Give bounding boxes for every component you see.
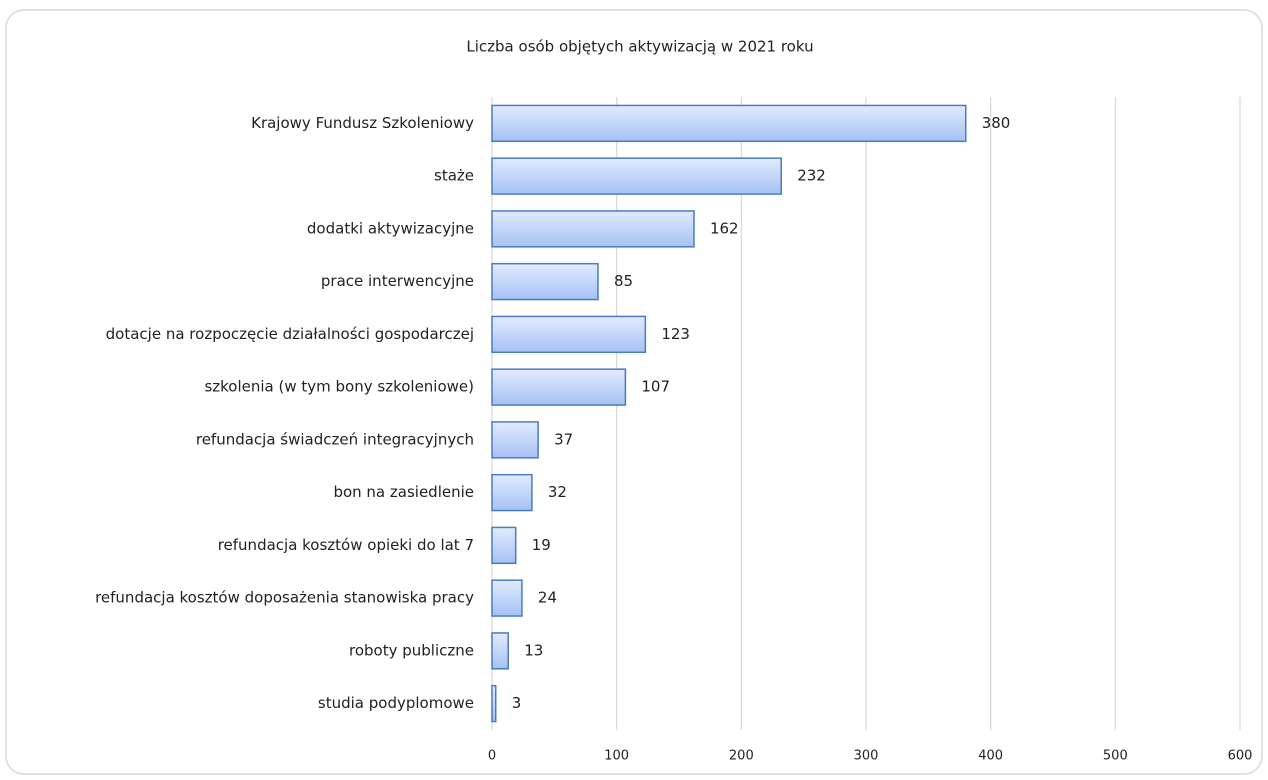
bar [491, 262, 599, 301]
y-tick-label: bon na zasiedlenie [333, 483, 474, 501]
bar [491, 157, 782, 195]
bar [491, 579, 523, 617]
x-tick-label: 300 [854, 749, 879, 764]
value-label: 32 [548, 483, 567, 501]
value-label: 3 [512, 694, 522, 712]
y-tick-label: Krajowy Fundusz Szkoleniowy [251, 114, 474, 132]
chart-frame [5, 9, 1263, 775]
value-label: 37 [554, 430, 573, 448]
chart-title: Liczba osób objętych aktywizacją w 2021 … [466, 38, 813, 56]
x-tick-label: 500 [1103, 749, 1128, 764]
y-tick-label: szkolenia (w tym bony szkoleniowe) [204, 378, 474, 396]
bar [491, 210, 695, 248]
x-tick-label: 0 [488, 749, 496, 764]
y-tick-label: dodatki aktywizacyjne [307, 219, 474, 237]
value-label: 123 [661, 325, 690, 343]
y-tick-label: studia podyplomowe [318, 694, 474, 712]
x-tick-label: 100 [604, 749, 629, 764]
value-label: 13 [524, 641, 543, 659]
x-tick-label: 400 [978, 749, 1003, 764]
value-label: 380 [982, 114, 1011, 132]
bar [491, 684, 497, 723]
bar [491, 632, 509, 670]
y-tick-label: dotacje na rozpoczęcie działalności gosp… [106, 325, 474, 343]
bar [491, 526, 517, 565]
y-tick-label: refundacja kosztów doposażenia stanowisk… [95, 589, 474, 607]
y-tick-label: roboty publiczne [349, 641, 474, 659]
bar [491, 104, 967, 143]
y-tick-label: refundacja świadczeń integracyjnych [196, 430, 474, 448]
value-label: 85 [614, 272, 633, 290]
value-label: 19 [532, 536, 551, 554]
value-label: 162 [710, 219, 739, 237]
x-tick-label: 200 [729, 749, 754, 764]
bar [491, 368, 627, 406]
bar [491, 421, 539, 459]
value-label: 24 [538, 589, 557, 607]
value-label: 232 [797, 167, 826, 185]
y-tick-label: staże [434, 167, 474, 185]
y-tick-label: refundacja kosztów opieki do lat 7 [218, 536, 474, 554]
y-tick-label: prace interwencyjne [321, 272, 474, 290]
bar [491, 473, 533, 512]
value-label: 107 [641, 378, 670, 396]
bar [491, 315, 647, 354]
x-tick-label: 600 [1228, 749, 1253, 764]
